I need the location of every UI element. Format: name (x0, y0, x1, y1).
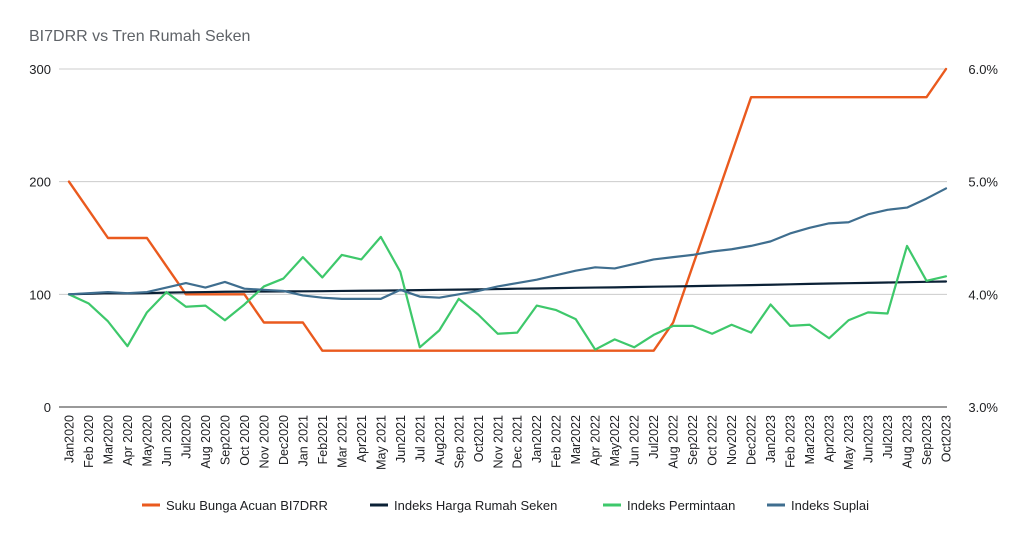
x-tick-label: Dec2020 (277, 415, 291, 465)
x-tick-label: Mar 2021 (335, 415, 349, 468)
grid (59, 68, 947, 295)
y-axis: 0 100 200 300 (29, 62, 51, 415)
x-tick-label: Mar2023 (803, 415, 817, 464)
y-tick-label: 200 (29, 175, 51, 190)
x-tick-label: Nov 2020 (257, 415, 271, 469)
x-tick-label: Jul2023 (881, 415, 895, 459)
series-line-3 (67, 235, 948, 351)
x-tick-label: Jul2020 (179, 415, 193, 459)
y-tick-label: 300 (29, 62, 51, 77)
x-tick-label: Jan2020 (63, 415, 77, 463)
x-tick-label: Oct 2022 (706, 415, 720, 466)
x-tick-label: Apr 2020 (121, 415, 135, 466)
series-line-1 (67, 67, 948, 352)
x-tick-label: Aug 2023 (901, 415, 915, 469)
x-tick-label: Mar2022 (569, 415, 583, 464)
x-tick-label: Aug 2022 (667, 415, 681, 469)
x-tick-label: Mar2020 (101, 415, 115, 464)
legend-label: Indeks Suplai (791, 498, 869, 513)
legend-label: Indeks Harga Rumah Seken (394, 498, 557, 513)
y2-tick-label: 4.0% (968, 287, 998, 302)
x-tick-label: Dec2022 (745, 415, 759, 465)
y2-tick-label: 5.0% (968, 175, 998, 190)
x-tick-label: Jan 2021 (296, 415, 310, 466)
x-tick-label: Feb 2022 (550, 415, 564, 468)
x-tick-label: Jun 2022 (628, 415, 642, 466)
x-tick-label: May 2021 (374, 415, 388, 470)
x-tick-label: Oct2021 (472, 415, 486, 462)
x-tick-label: Sep 2021 (452, 415, 466, 469)
y2-tick-label: 3.0% (968, 400, 998, 415)
x-tick-label: Apr2021 (355, 415, 369, 462)
x-tick-label: Nov 2021 (491, 415, 505, 469)
x-tick-label: Oct 2020 (238, 415, 252, 466)
x-tick-label: Apr 2022 (589, 415, 603, 466)
x-tick-label: Jan2022 (530, 415, 544, 463)
x-tick-label: Dec 2021 (511, 415, 525, 469)
x-tick-label: Jun2021 (394, 415, 408, 463)
x-tick-label: Apr2023 (823, 415, 837, 462)
legend-label: Suku Bunga Acuan BI7DRR (166, 498, 328, 513)
y2-tick-label: 6.0% (968, 62, 998, 77)
x-tick-label: Aug2021 (433, 415, 447, 465)
x-tick-label: Oct2023 (940, 415, 954, 462)
x-tick-label: Sep2020 (218, 415, 232, 465)
x-tick-label: Feb2021 (316, 415, 330, 464)
x-axis: Jan2020 Feb 2020 Mar2020 Apr 2020 May2020 Jun… (59, 406, 954, 470)
x-tick-label: Jun2023 (862, 415, 876, 463)
legend: Suku Bunga Acuan BI7DRR Indeks Harga Ruma… (142, 498, 869, 513)
y-tick-label: 0 (44, 400, 51, 415)
y2-axis: 3.0% 4.0% 5.0% 6.0% (968, 62, 998, 415)
x-tick-label: Aug 2020 (199, 415, 213, 469)
x-tick-label: May2022 (608, 415, 622, 466)
x-tick-label: Sep2022 (686, 415, 700, 465)
series (67, 67, 948, 352)
x-tick-label: Feb 2023 (784, 415, 798, 468)
x-tick-label: Jul 2021 (413, 415, 427, 462)
x-tick-label: Sep2023 (920, 415, 934, 465)
x-tick-label: Jan2023 (764, 415, 778, 463)
x-tick-label: Feb 2020 (82, 415, 96, 468)
x-tick-label: May 2023 (842, 415, 856, 470)
x-tick-label: Jul2022 (647, 415, 661, 459)
x-tick-label: Jun 2020 (160, 415, 174, 466)
x-tick-label: Nov2022 (725, 415, 739, 465)
y-tick-label: 100 (29, 287, 51, 302)
x-tick-label: May2020 (140, 415, 154, 466)
series-line-4 (67, 187, 948, 300)
series-line-2 (67, 280, 948, 296)
chart-title: BI7DRR vs Tren Rumah Seken (29, 28, 250, 45)
legend-label: Indeks Permintaan (627, 498, 735, 513)
